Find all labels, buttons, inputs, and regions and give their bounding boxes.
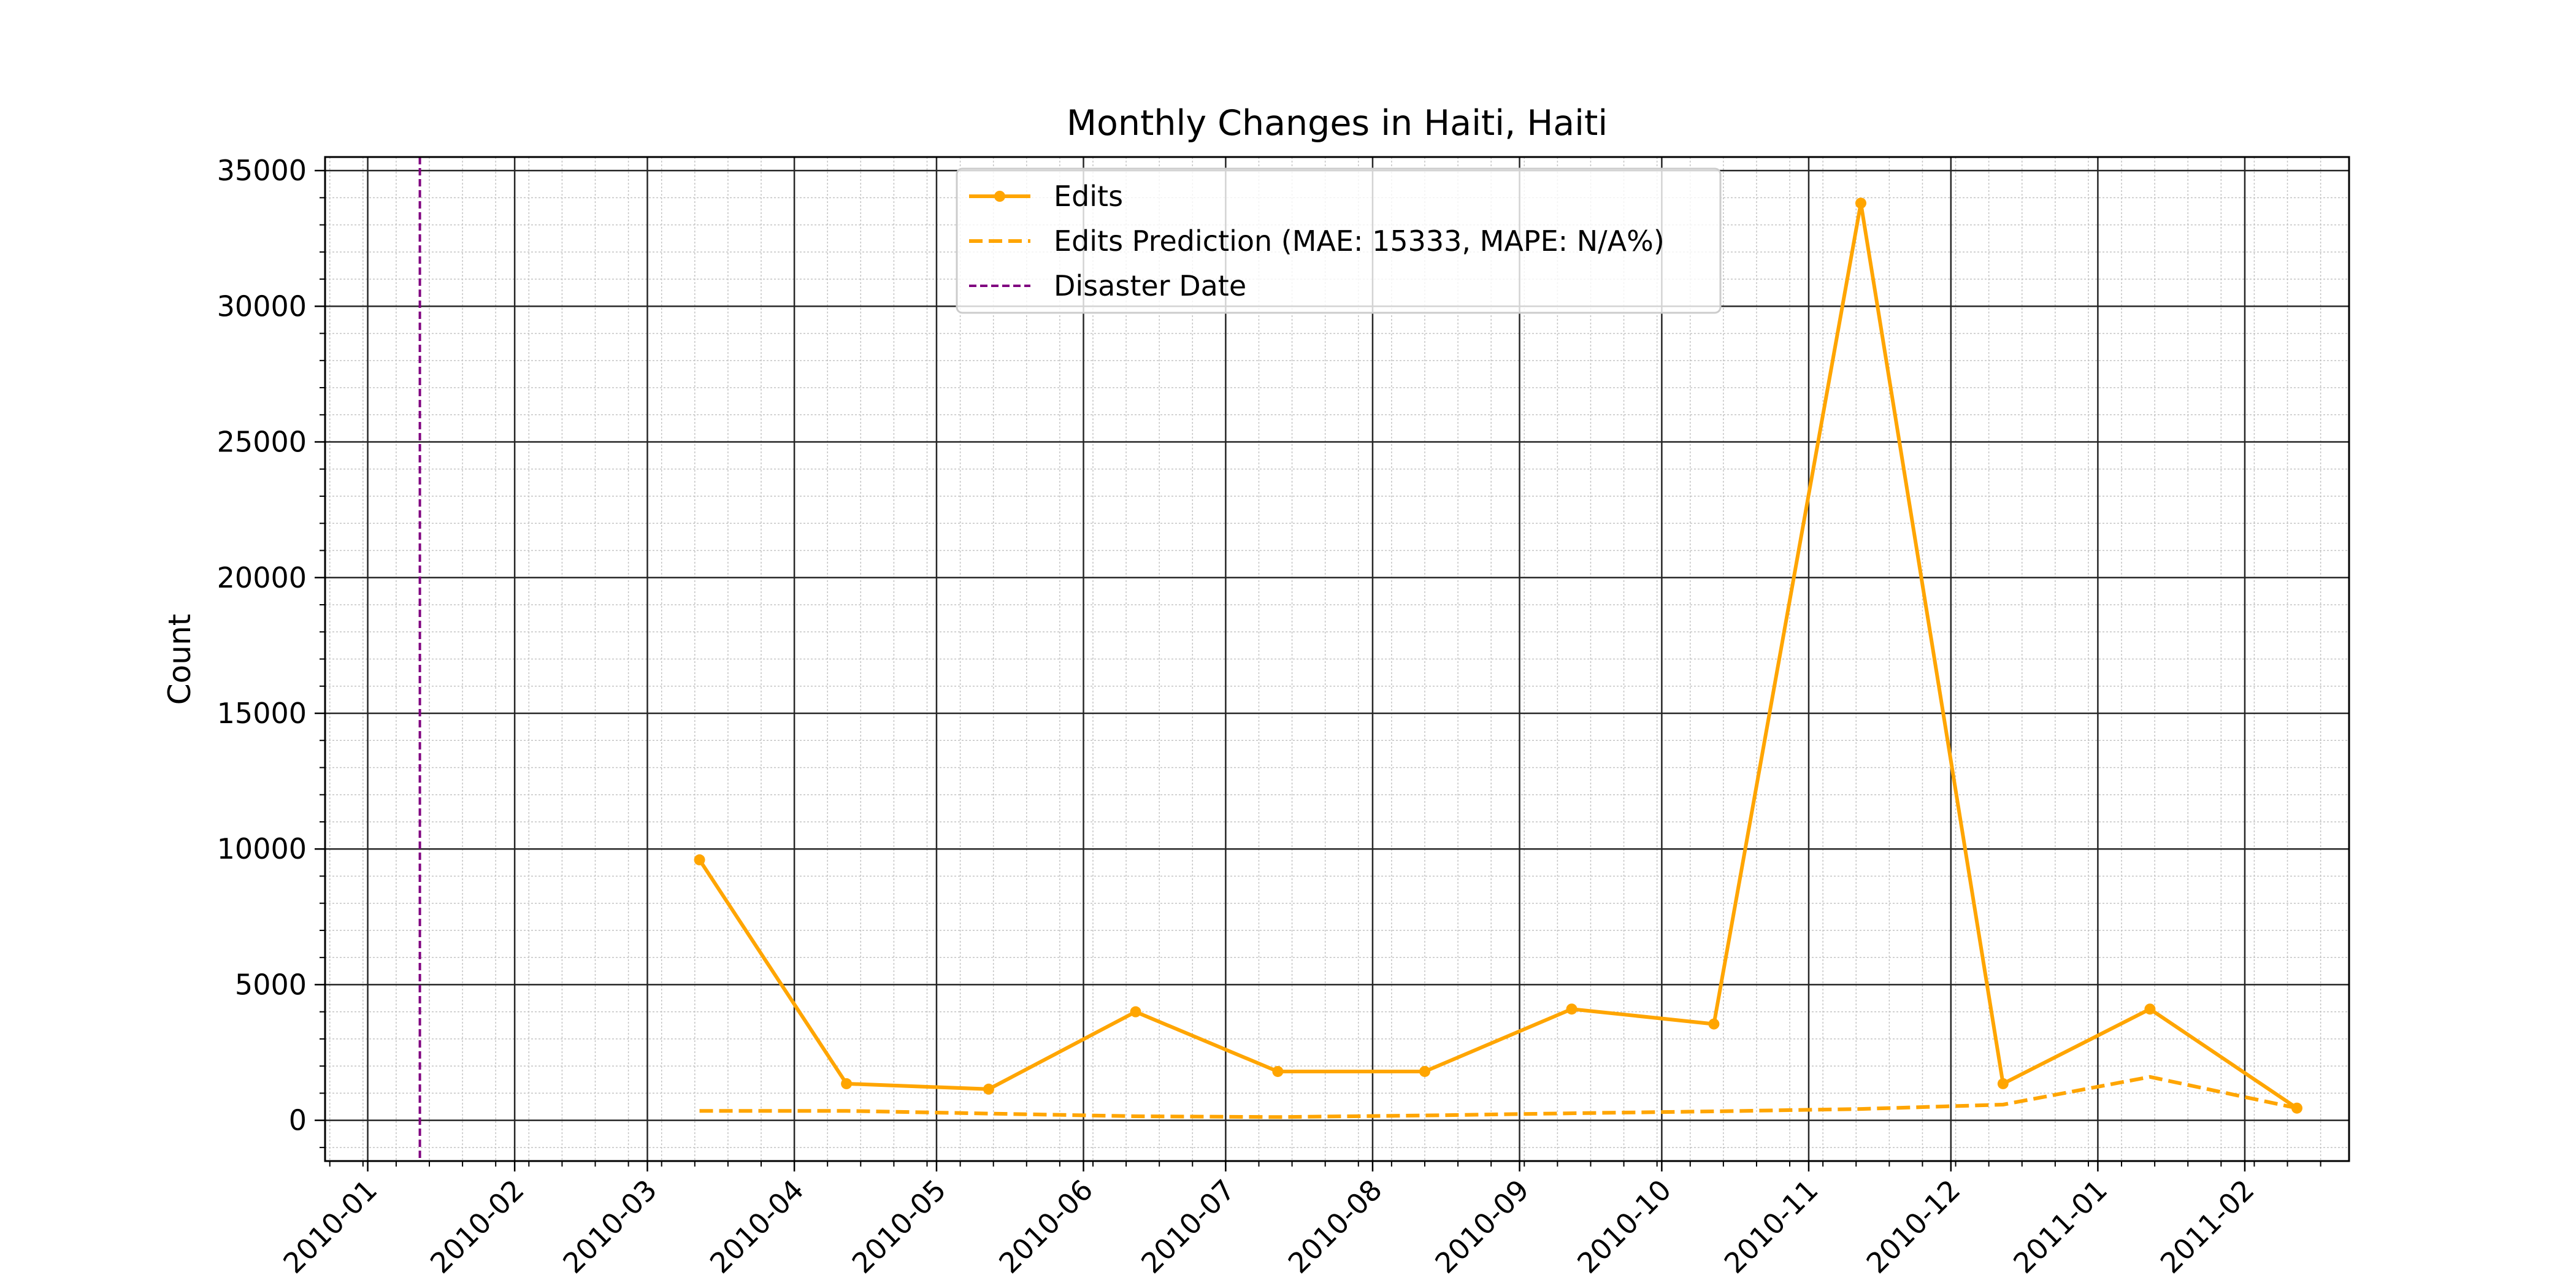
edits-point — [1997, 1078, 2009, 1089]
legend-edits-label: Edits — [1054, 180, 1123, 213]
edits-point — [694, 854, 705, 865]
y-tick-label: 15000 — [217, 697, 307, 730]
series-layer — [694, 197, 2302, 1119]
edits-prediction-line — [699, 1075, 2298, 1119]
edits-line — [697, 201, 2299, 1110]
y-axis-label: Count — [162, 614, 197, 705]
legend: Edits Edits Prediction (MAE: 15333, MAPE… — [956, 167, 1722, 314]
y-tick-label: 25000 — [217, 426, 307, 459]
legend-disaster-label: Disaster Date — [1054, 269, 1246, 302]
edits-point — [841, 1078, 853, 1089]
edits-point — [1566, 1003, 1577, 1015]
legend-edits-marker — [994, 191, 1005, 202]
edits-point — [2291, 1102, 2302, 1114]
edits-point — [1272, 1065, 1284, 1077]
y-tick-label: 10000 — [217, 832, 307, 865]
y-tick-label: 5000 — [235, 968, 307, 1001]
legend-prediction-label: Edits Prediction (MAE: 15333, MAPE: N/A%… — [1054, 224, 1665, 258]
edits-point — [1130, 1006, 1141, 1018]
y-tick-label: 30000 — [217, 289, 307, 323]
edits-point — [2144, 1003, 2156, 1015]
chart-title: Monthly Changes in Haiti, Haiti — [1067, 103, 1608, 144]
legend-box — [956, 167, 1722, 314]
edits-point — [1855, 197, 1866, 209]
y-tick-label: 0 — [289, 1104, 307, 1137]
y-tick-label: 35000 — [217, 154, 307, 187]
grid — [325, 157, 2349, 1161]
edits-point — [983, 1083, 994, 1095]
y-tick-label: 20000 — [217, 561, 307, 594]
edits-point — [1708, 1018, 1720, 1030]
edits-point — [1419, 1065, 1430, 1077]
